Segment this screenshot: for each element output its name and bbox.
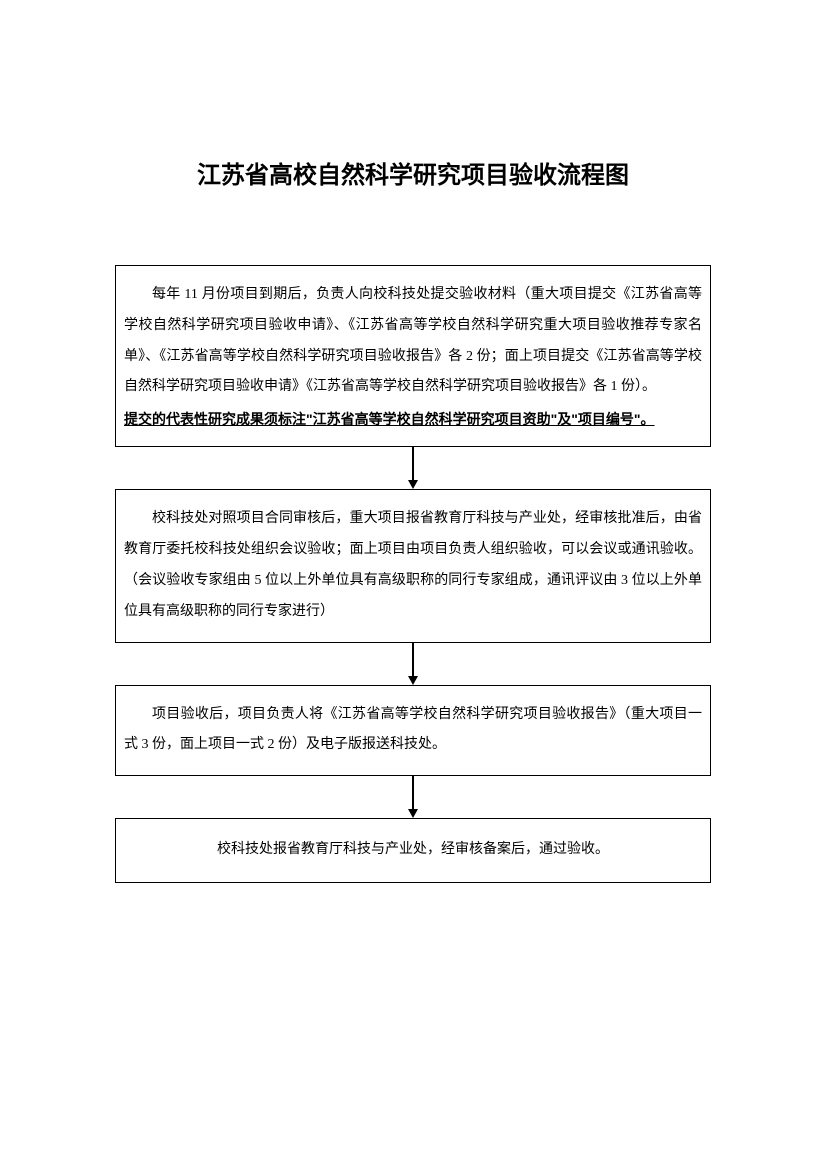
arrow-head-icon (408, 480, 418, 489)
flowchart-step-4: 校科技处报省教育厅科技与产业处，经审核备案后，通过验收。 (115, 818, 711, 883)
arrow-3 (408, 776, 418, 818)
arrow-head-icon (408, 676, 418, 685)
page-title: 江苏省高校自然科学研究项目验收流程图 (115, 155, 711, 190)
arrow-head-icon (408, 809, 418, 818)
flowchart: 每年 11 月份项目到期后，负责人向校科技处提交验收材料（重大项目提交《江苏省高… (115, 265, 711, 883)
arrow-line (412, 776, 414, 809)
flowchart-step-3: 项目验收后，项目负责人将《江苏省高等学校自然科学研究项目验收报告》（重大项目一式… (115, 685, 711, 777)
step-4-text: 校科技处报省教育厅科技与产业处，经审核备案后，通过验收。 (124, 835, 702, 866)
page-container: 江苏省高校自然科学研究项目验收流程图 每年 11 月份项目到期后，负责人向校科技… (0, 0, 826, 883)
step-3-text: 项目验收后，项目负责人将《江苏省高等学校自然科学研究项目验收报告》（重大项目一式… (124, 700, 702, 762)
arrow-1 (408, 447, 418, 489)
arrow-2 (408, 643, 418, 685)
arrow-line (412, 447, 414, 480)
flowchart-step-1: 每年 11 月份项目到期后，负责人向校科技处提交验收材料（重大项目提交《江苏省高… (115, 265, 711, 447)
step-1-text: 每年 11 月份项目到期后，负责人向校科技处提交验收材料（重大项目提交《江苏省高… (124, 280, 702, 403)
step-1-note: 提交的代表性研究成果须标注"江苏省高等学校自然科学研究项目资助"及"项目编号"。 (124, 407, 702, 432)
flowchart-step-2: 校科技处对照项目合同审核后，重大项目报省教育厅科技与产业处，经审核批准后，由省教… (115, 489, 711, 642)
arrow-line (412, 643, 414, 676)
step-2-text: 校科技处对照项目合同审核后，重大项目报省教育厅科技与产业处，经审核批准后，由省教… (124, 504, 702, 627)
